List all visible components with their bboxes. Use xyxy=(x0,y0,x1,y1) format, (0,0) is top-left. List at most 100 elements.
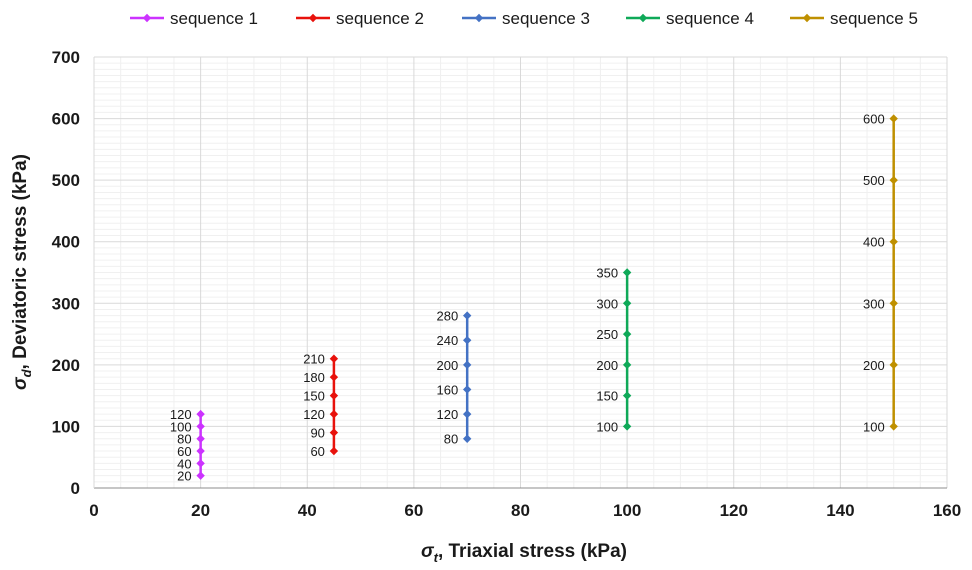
data-label: 120 xyxy=(170,407,192,422)
series-3 xyxy=(462,311,472,443)
data-point xyxy=(889,175,898,185)
data-point xyxy=(889,422,898,431)
x-tick-label: 100 xyxy=(613,501,641,520)
y-tick-label: 0 xyxy=(71,479,80,498)
data-label: 60 xyxy=(310,444,324,459)
series-1 xyxy=(196,409,205,480)
data-label: 80 xyxy=(444,432,458,447)
data-point xyxy=(462,360,472,370)
legend-marker xyxy=(142,13,152,23)
x-tick-label: 160 xyxy=(933,501,961,520)
data-label: 400 xyxy=(863,235,885,250)
data-label: 80 xyxy=(177,432,191,447)
data-point xyxy=(462,336,472,345)
legend-marker xyxy=(308,13,318,23)
data-label: 600 xyxy=(863,112,885,127)
x-tick-label: 120 xyxy=(720,501,748,520)
series-5 xyxy=(889,114,898,431)
legend-item-3: sequence 3 xyxy=(462,9,590,28)
data-label: 180 xyxy=(303,370,325,385)
y-tick-label: 400 xyxy=(52,233,80,252)
legend-item-5: sequence 5 xyxy=(790,9,918,28)
data-label: 150 xyxy=(596,389,618,404)
data-point xyxy=(329,428,339,437)
data-label: 100 xyxy=(863,419,885,434)
legend-marker xyxy=(474,13,484,23)
data-label: 120 xyxy=(303,407,325,422)
legend: sequence 1 sequence 2 sequence 3 sequence 4… xyxy=(130,9,918,28)
data-point xyxy=(196,409,205,419)
data-label: 100 xyxy=(596,419,618,434)
data-labels: 2040608010012060901201501802108012016020… xyxy=(170,112,885,484)
legend-marker xyxy=(638,13,648,23)
data-label: 350 xyxy=(596,266,618,281)
legend-label: sequence 1 xyxy=(170,9,258,28)
data-label: 300 xyxy=(596,296,618,311)
series-4 xyxy=(622,268,632,431)
data-point xyxy=(196,422,205,431)
legend-label: sequence 5 xyxy=(830,9,918,28)
data-point xyxy=(622,268,632,277)
data-point xyxy=(622,329,632,339)
data-label: 60 xyxy=(177,444,191,459)
data-point xyxy=(196,471,205,480)
data-label: 90 xyxy=(310,426,324,441)
data-point xyxy=(462,385,472,394)
x-axis-title: σt, Triaxial stress (kPa) xyxy=(421,541,627,565)
data-point xyxy=(622,422,632,431)
data-point xyxy=(329,391,339,400)
legend-item-2: sequence 2 xyxy=(296,9,424,28)
data-label: 200 xyxy=(863,358,885,373)
data-label: 100 xyxy=(170,419,192,434)
data-label: 300 xyxy=(863,296,885,311)
legend-label: sequence 3 xyxy=(502,9,590,28)
x-tick-label: 60 xyxy=(404,501,423,520)
data-point xyxy=(329,372,339,382)
data-label: 200 xyxy=(596,358,618,373)
data-label: 120 xyxy=(436,407,458,422)
y-tick-label: 200 xyxy=(52,356,80,375)
data-label: 160 xyxy=(436,382,458,397)
data-point xyxy=(329,354,339,363)
data-series xyxy=(196,114,898,480)
data-label: 500 xyxy=(863,173,885,188)
data-point xyxy=(196,459,205,468)
legend-item-4: sequence 4 xyxy=(626,9,754,28)
data-point xyxy=(329,409,339,419)
data-point xyxy=(329,446,339,456)
data-point xyxy=(462,434,472,443)
data-point xyxy=(462,311,472,320)
grid-lines xyxy=(94,56,948,488)
y-tick-label: 600 xyxy=(52,110,80,129)
y-tick-label: 500 xyxy=(52,171,80,190)
data-label: 210 xyxy=(303,352,325,367)
data-label: 40 xyxy=(177,456,191,471)
x-tick-label: 20 xyxy=(191,501,210,520)
data-point xyxy=(622,360,632,370)
data-point xyxy=(889,299,898,308)
data-point xyxy=(462,409,472,419)
legend-marker xyxy=(802,13,812,23)
legend-label: sequence 4 xyxy=(666,9,754,28)
data-point xyxy=(622,299,632,308)
data-point xyxy=(196,434,205,443)
x-tick-label: 140 xyxy=(826,501,854,520)
data-label: 250 xyxy=(596,327,618,342)
data-point xyxy=(889,114,898,123)
x-tick-label: 0 xyxy=(89,501,98,520)
data-point xyxy=(889,237,898,246)
series-2 xyxy=(329,354,339,456)
y-axis-title: σd, Deviatoric stress (kPa) xyxy=(10,154,34,390)
x-tick-label: 40 xyxy=(298,501,317,520)
y-tick-label: 100 xyxy=(52,417,80,436)
legend-item-1: sequence 1 xyxy=(130,9,258,28)
y-tick-label: 300 xyxy=(52,294,80,313)
legend-label: sequence 2 xyxy=(336,9,424,28)
x-tick-label: 80 xyxy=(511,501,530,520)
data-point xyxy=(622,391,632,400)
data-label: 150 xyxy=(303,389,325,404)
data-label: 20 xyxy=(177,469,191,484)
data-point xyxy=(196,446,205,456)
